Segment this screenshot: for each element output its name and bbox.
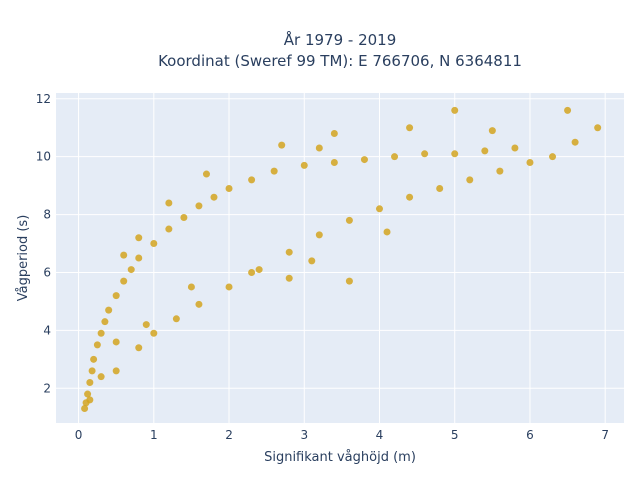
y-tick-label: 6 — [43, 265, 51, 279]
y-tick-label: 12 — [36, 92, 51, 106]
data-points — [81, 106, 602, 413]
data-point — [210, 193, 218, 201]
data-point — [86, 396, 94, 404]
data-point — [278, 141, 286, 149]
data-point — [481, 147, 489, 155]
data-point — [451, 150, 459, 158]
x-tick-label: 1 — [150, 428, 158, 442]
x-tick-label: 2 — [225, 428, 233, 442]
x-tick-label: 5 — [451, 428, 459, 442]
data-point — [202, 170, 210, 178]
data-point — [88, 367, 96, 375]
data-point — [150, 240, 158, 248]
data-point — [225, 185, 233, 193]
data-point — [375, 205, 383, 213]
data-point — [300, 161, 308, 169]
data-point — [93, 341, 101, 349]
data-point — [255, 266, 263, 274]
data-point — [436, 185, 444, 193]
data-point — [421, 150, 429, 158]
data-point — [112, 367, 120, 375]
data-point — [285, 248, 293, 256]
y-axis-title: Vågperiod (s) — [16, 215, 31, 302]
data-point — [97, 329, 105, 337]
data-point — [127, 266, 135, 274]
chart-subtitle: Koordinat (Sweref 99 TM): E 766706, N 63… — [158, 52, 522, 70]
data-point — [549, 153, 557, 161]
data-point — [142, 321, 150, 329]
data-point — [270, 167, 278, 175]
data-point — [315, 144, 323, 152]
data-point — [315, 231, 323, 239]
data-point — [101, 318, 109, 326]
data-point — [594, 124, 602, 132]
data-point — [180, 213, 188, 221]
data-point — [86, 378, 94, 386]
data-point — [406, 124, 414, 132]
plot-area — [56, 93, 624, 423]
data-point — [135, 234, 143, 242]
data-point — [165, 225, 173, 233]
data-point — [248, 176, 256, 184]
x-tick-label: 3 — [300, 428, 308, 442]
data-point — [511, 144, 519, 152]
data-point — [383, 228, 391, 236]
data-point — [150, 329, 158, 337]
y-tick-label: 4 — [43, 323, 51, 337]
data-point — [285, 274, 293, 282]
data-point — [135, 344, 143, 352]
data-point — [345, 216, 353, 224]
data-point — [330, 130, 338, 138]
grid-lines — [56, 93, 624, 423]
data-point — [120, 251, 128, 259]
x-tick-label: 7 — [601, 428, 609, 442]
data-point — [172, 315, 180, 323]
data-point — [84, 390, 92, 398]
data-point — [81, 405, 89, 413]
data-point — [112, 338, 120, 346]
data-point — [308, 257, 316, 265]
data-point — [105, 306, 113, 314]
data-point — [112, 292, 120, 300]
data-point — [526, 158, 534, 166]
data-point — [451, 106, 459, 114]
data-point — [496, 167, 504, 175]
data-point — [165, 199, 173, 207]
data-point — [564, 106, 572, 114]
data-point — [97, 373, 105, 381]
data-point — [391, 153, 399, 161]
data-point — [90, 355, 98, 363]
data-point — [225, 283, 233, 291]
data-point — [406, 193, 414, 201]
data-point — [360, 156, 368, 164]
x-tick-label: 4 — [376, 428, 384, 442]
x-tick-label: 0 — [75, 428, 83, 442]
x-axis-title: Signifikant våghöjd (m) — [264, 450, 416, 465]
data-point — [248, 268, 256, 276]
data-point — [195, 300, 203, 308]
y-tick-label: 2 — [43, 381, 51, 395]
data-point — [187, 283, 195, 291]
y-tick-label: 8 — [43, 208, 51, 222]
data-point — [571, 138, 579, 146]
data-point — [120, 277, 128, 285]
x-tick-label: 6 — [526, 428, 534, 442]
data-point — [345, 277, 353, 285]
data-point — [466, 176, 474, 184]
y-tick-label: 10 — [36, 150, 51, 164]
data-point — [488, 127, 496, 135]
data-point — [195, 202, 203, 210]
chart-title: År 1979 - 2019 — [284, 30, 397, 49]
data-point — [135, 254, 143, 262]
data-point — [330, 158, 338, 166]
